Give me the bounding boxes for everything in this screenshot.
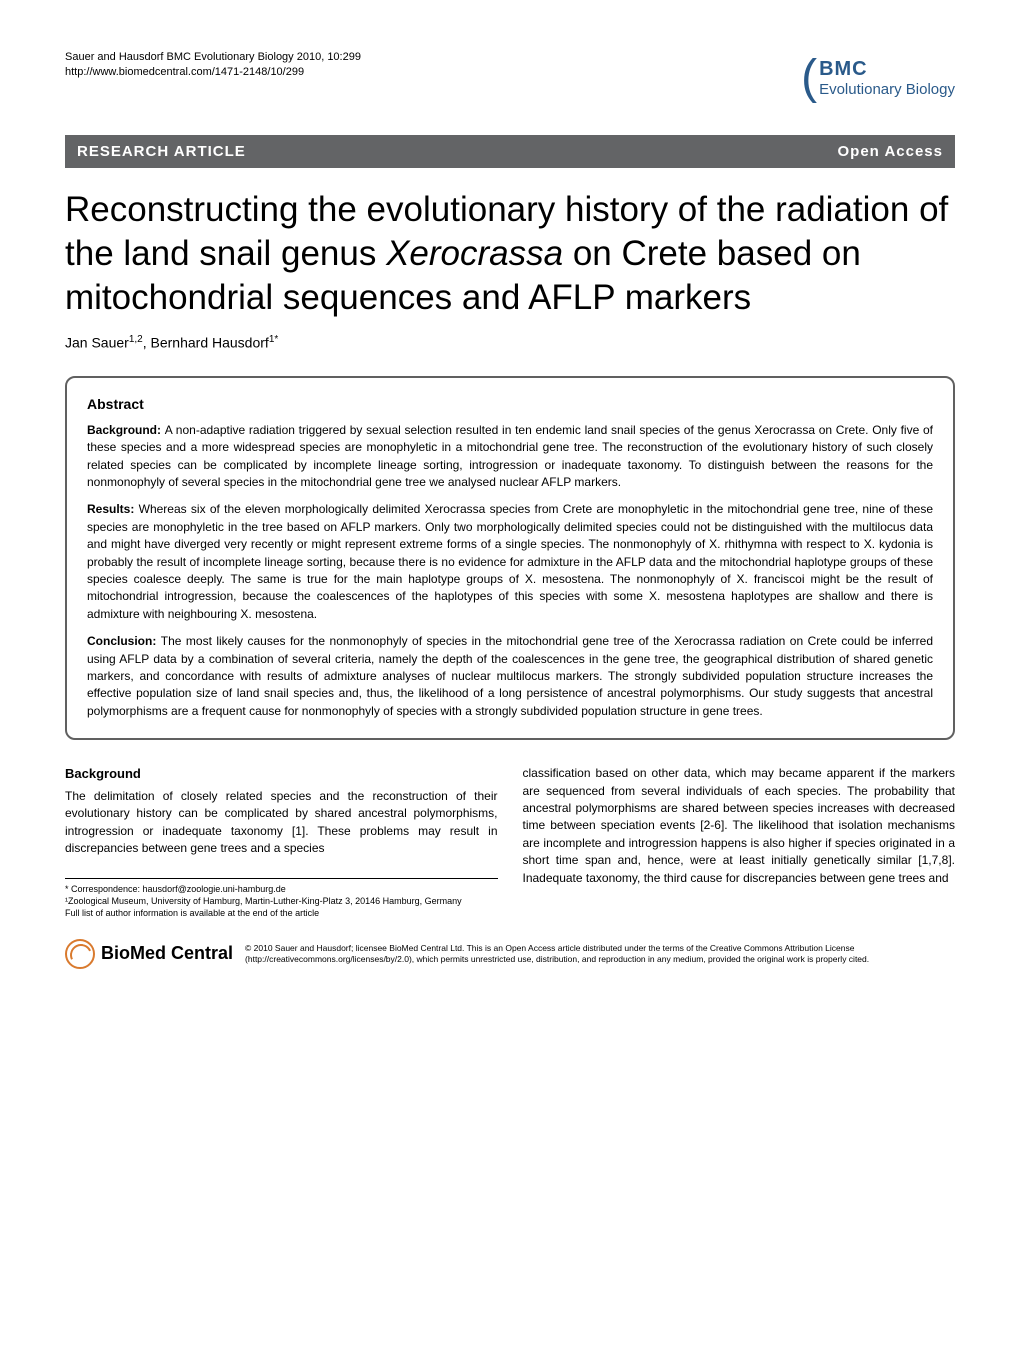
abstract-background: Background: A non-adaptive radiation tri… [87,422,933,492]
citation-url: http://www.biomedcentral.com/1471-2148/1… [65,65,361,80]
background-section-heading: Background [65,765,498,784]
author-2-affil: 1* [269,334,278,345]
author-1: Jan Sauer [65,335,129,351]
background-label: Background: [87,423,165,437]
biomed-central-logo: BioMed Central [65,939,233,969]
abstract-heading: Abstract [87,396,933,412]
logo-text: BMC Evolutionary Biology [819,58,955,98]
results-text: Whereas six of the eleven morphologicall… [87,502,933,620]
footnotes: * Correspondence: hausdorf@zoologie.uni-… [65,878,498,919]
abstract-box: Abstract Background: A non-adaptive radi… [65,376,955,740]
abstract-results: Results: Whereas six of the eleven morph… [87,501,933,623]
author-2: Bernhard Hausdorf [151,335,269,351]
journal-logo: ( BMC Evolutionary Biology [801,50,955,105]
bmc-circle-icon [65,939,95,969]
author-list: Jan Sauer1,2, Bernhard Hausdorf1* [65,334,955,351]
column-left: Background The delimitation of closely r… [65,765,498,919]
author-1-affil: 1,2 [129,334,143,345]
banner-right: Open Access [838,143,944,160]
affiliation-line: ¹Zoological Museum, University of Hambur… [65,895,498,907]
logo-paren-icon: ( [801,50,817,105]
banner-left: RESEARCH ARTICLE [77,143,246,160]
results-label: Results: [87,502,139,516]
bmc-logo-text: BioMed Central [101,943,233,964]
background-text: A non-adaptive radiation triggered by se… [87,423,933,489]
header-row: Sauer and Hausdorf BMC Evolutionary Biol… [65,50,955,105]
citation-line: Sauer and Hausdorf BMC Evolutionary Biol… [65,50,361,65]
article-title: Reconstructing the evolutionary history … [65,188,955,319]
conclusion-text: The most likely causes for the nonmonoph… [87,634,933,718]
title-genus: Xerocrassa [386,234,563,273]
column-left-text: The delimitation of closely related spec… [65,788,498,858]
article-type-banner: RESEARCH ARTICLE Open Access [65,135,955,168]
footer-row: BioMed Central © 2010 Sauer and Hausdorf… [65,939,955,969]
column-right-text: classification based on other data, whic… [523,765,956,887]
full-list-line: Full list of author information is avail… [65,907,498,919]
abstract-conclusion: Conclusion: The most likely causes for t… [87,633,933,720]
header-citation: Sauer and Hausdorf BMC Evolutionary Biol… [65,50,361,81]
conclusion-label: Conclusion: [87,634,161,648]
author-sep: , [143,335,151,351]
column-right: classification based on other data, whic… [523,765,956,919]
logo-journal-text: Evolutionary Biology [819,81,955,98]
body-columns: Background The delimitation of closely r… [65,765,955,919]
correspondence-line: * Correspondence: hausdorf@zoologie.uni-… [65,883,498,895]
logo-bmc-text: BMC [819,58,955,81]
copyright-text: © 2010 Sauer and Hausdorf; licensee BioM… [245,943,955,966]
